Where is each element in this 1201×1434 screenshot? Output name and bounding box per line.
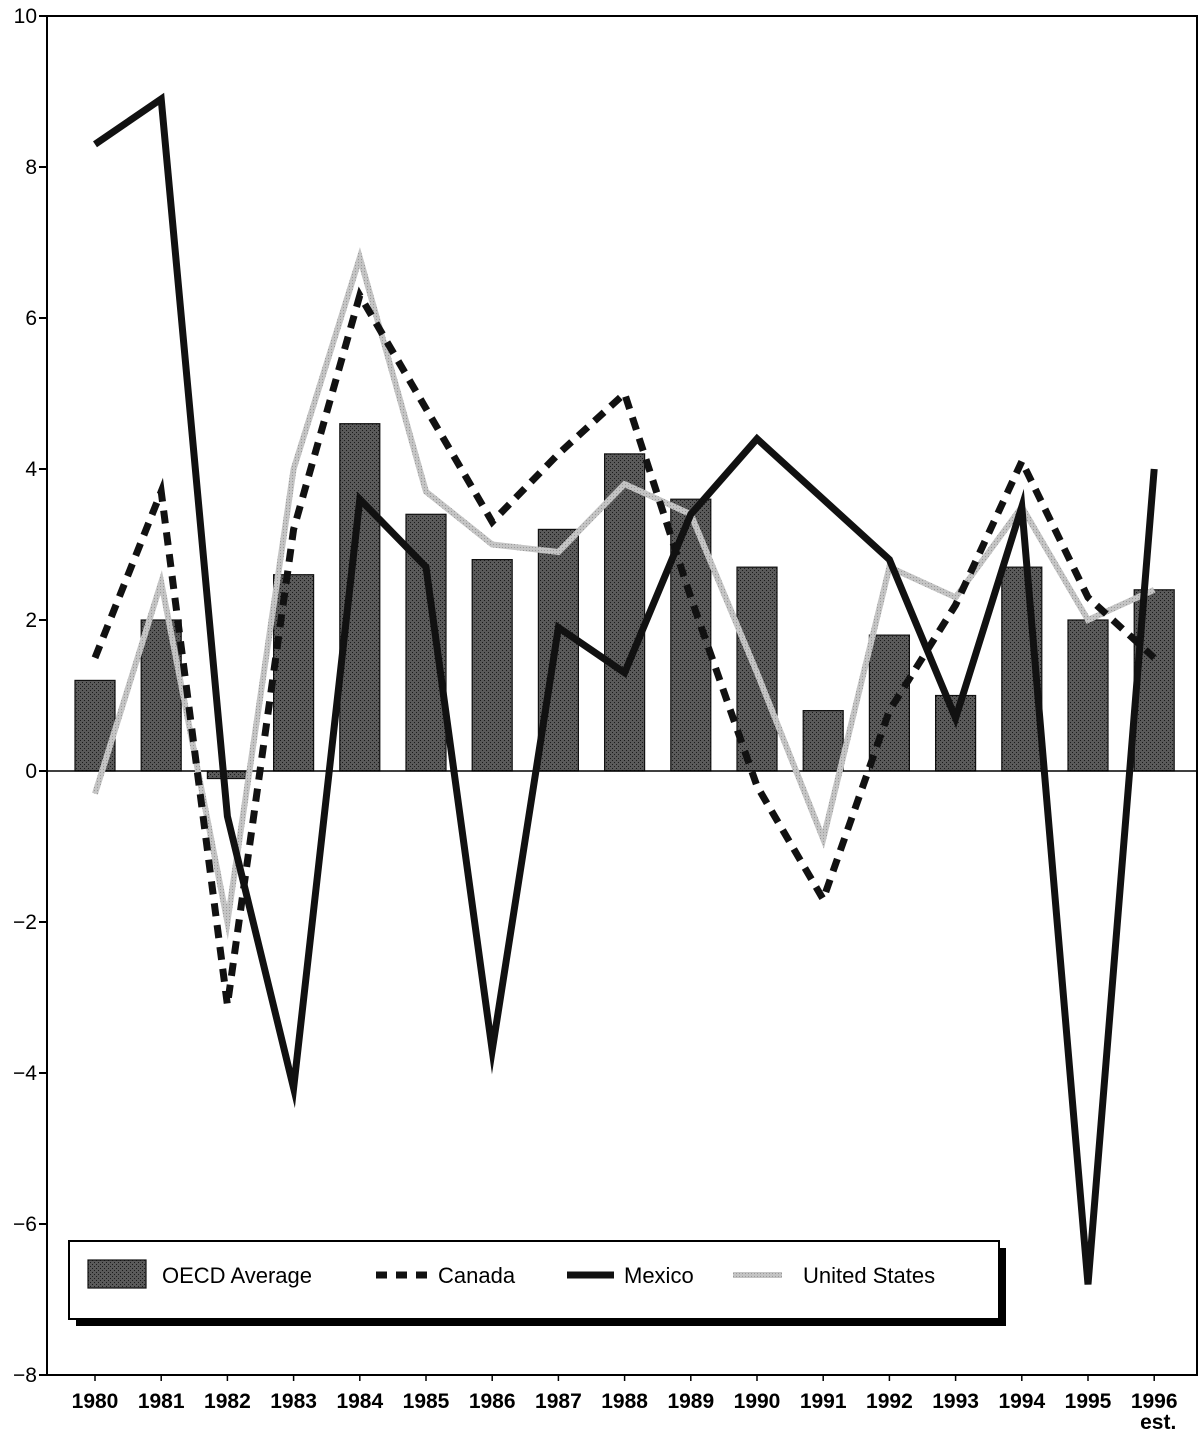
- y-tick-label: −8: [13, 1364, 37, 1387]
- legend-label-mexico: Mexico: [624, 1263, 694, 1288]
- x-tick-label: 1995: [1065, 1390, 1112, 1413]
- x-tick-label: 1990: [734, 1390, 781, 1413]
- bar-1995: [1068, 620, 1108, 771]
- bar-1986: [472, 560, 512, 771]
- y-tick-label: −4: [13, 1062, 37, 1085]
- y-tick-label: 2: [25, 609, 37, 632]
- y-tick-label: 6: [25, 307, 37, 330]
- x-tick-label: 1989: [667, 1390, 714, 1413]
- x-tick-label: 1985: [403, 1390, 450, 1413]
- y-axis: 10 8 6 4 2 0 −2 −4 −6 −8: [13, 5, 47, 1387]
- y-tick-label: 8: [25, 156, 37, 179]
- x-tick-sublabel: est.: [1140, 1411, 1176, 1429]
- legend-label-united-states: United States: [803, 1263, 935, 1288]
- x-tick-label: 1981: [138, 1390, 185, 1413]
- legend-label-oecd-average: OECD Average: [162, 1263, 312, 1288]
- bar-1982: [207, 771, 247, 779]
- bar-series: [75, 424, 1174, 779]
- legend-swatch-oecd-average: [88, 1260, 146, 1288]
- x-tick-label: 1993: [932, 1390, 979, 1413]
- bar-1991: [803, 711, 843, 771]
- legend: OECD Average Canada Mexico United States: [69, 1241, 1006, 1326]
- bar-1983: [274, 575, 314, 771]
- y-tick-label: −6: [13, 1213, 37, 1236]
- x-tick-label: 1986: [469, 1390, 516, 1413]
- y-tick-label: 10: [14, 5, 37, 28]
- x-tick-label: 1987: [535, 1390, 582, 1413]
- x-tick-label: 1982: [204, 1390, 251, 1413]
- x-tick-label: 1983: [270, 1390, 317, 1413]
- x-tick-label: 1994: [998, 1390, 1045, 1413]
- x-tick-label: 1991: [800, 1390, 847, 1413]
- bar-1992: [869, 635, 909, 771]
- x-tick-label: 1992: [866, 1390, 913, 1413]
- y-tick-label: 0: [25, 760, 37, 783]
- x-tick-label: 1996: [1131, 1390, 1178, 1413]
- legend-label-canada: Canada: [438, 1263, 516, 1288]
- x-tick-label: 1984: [336, 1390, 383, 1413]
- x-axis: 1980 1981 1982 1983 1984 1985 1986 1987 1988 1989…: [72, 1375, 1178, 1429]
- y-tick-label: 4: [25, 458, 37, 481]
- x-tick-label: 1980: [72, 1390, 119, 1413]
- y-tick-label: −2: [13, 911, 37, 934]
- x-tick-label: 1988: [601, 1390, 648, 1413]
